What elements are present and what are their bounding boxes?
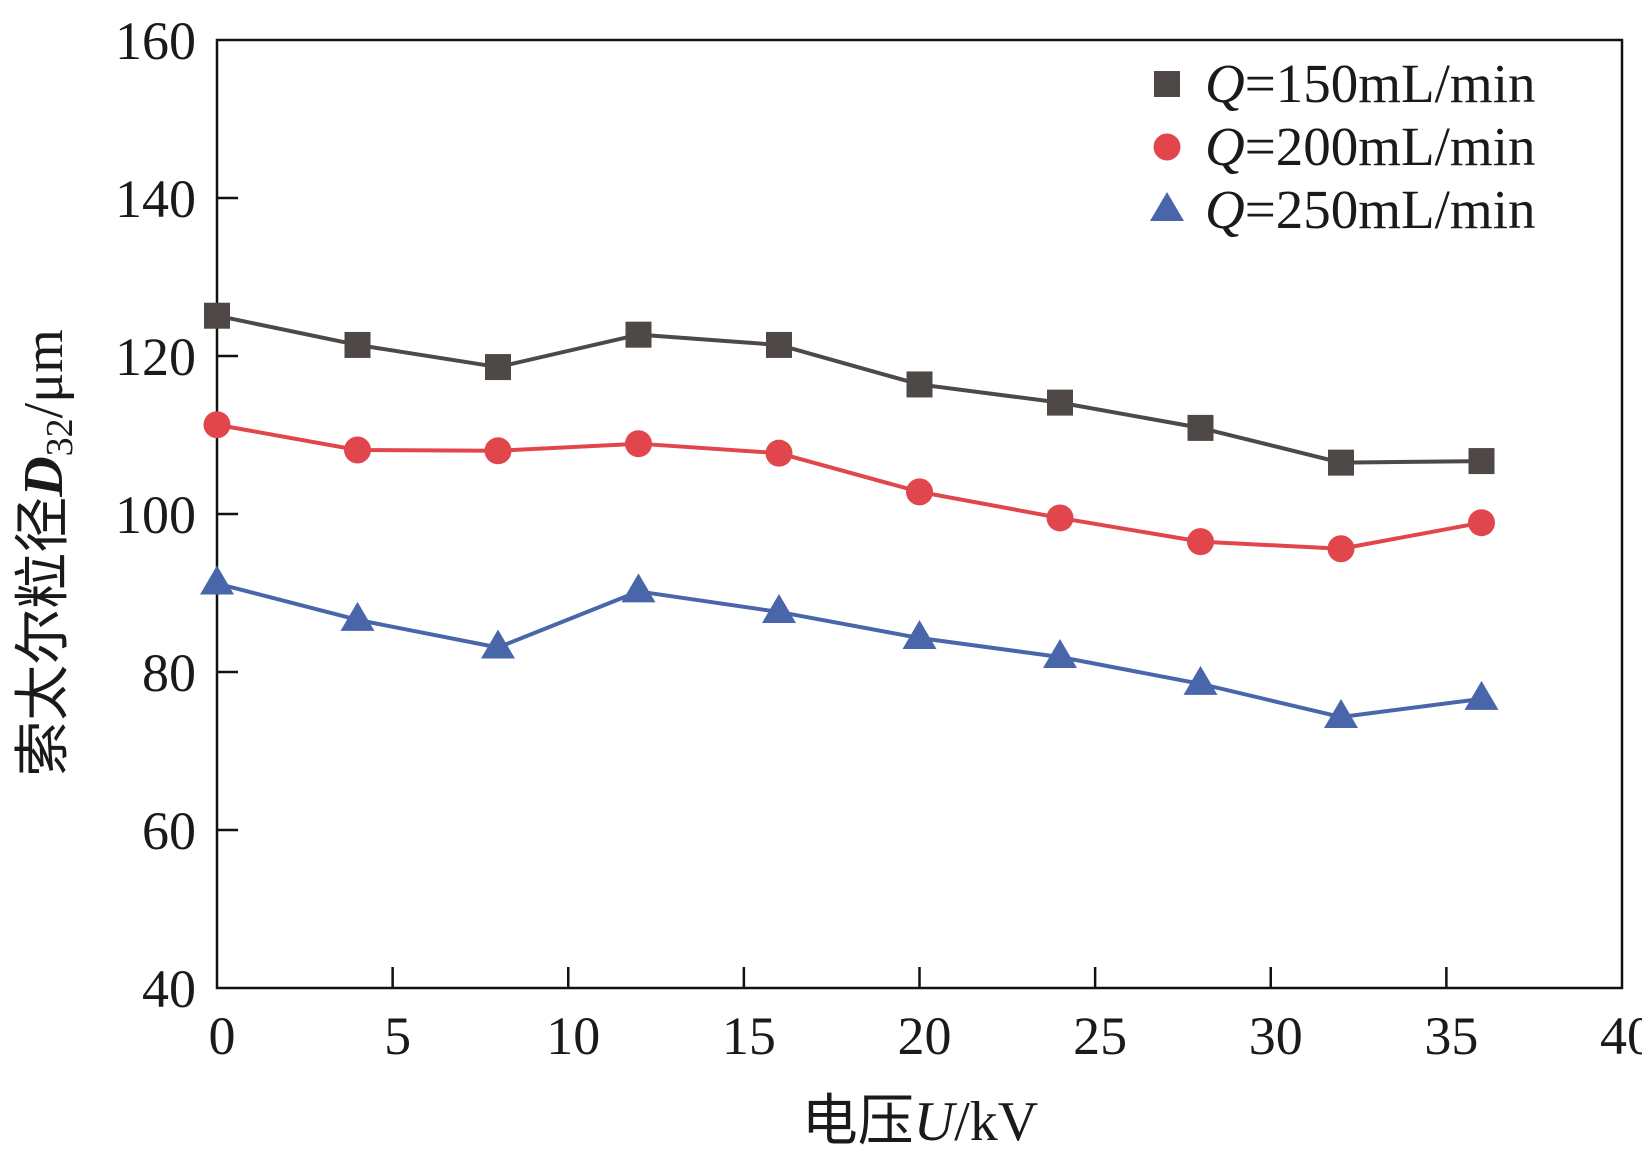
data-point-square xyxy=(625,321,652,348)
data-point-circle xyxy=(906,478,933,506)
y-axis-label-sub: 32 xyxy=(39,418,81,456)
y-axis-label: 索太尔粒径D32/μm xyxy=(13,329,81,777)
data-point-square xyxy=(1468,448,1495,475)
data-point-triangle xyxy=(1183,665,1218,695)
y-tick-label: 40 xyxy=(142,959,196,1019)
data-point-circle xyxy=(344,436,371,464)
series-circle xyxy=(203,411,1495,563)
legend-marker-circle xyxy=(1153,133,1181,161)
legend-item: Q=150mL/min xyxy=(1154,53,1535,114)
x-axis-label-var: U xyxy=(914,1091,958,1153)
y-tick-label: 60 xyxy=(142,801,196,861)
x-axis-label-unit: /kV xyxy=(954,1091,1038,1153)
legend-label-var: Q xyxy=(1205,53,1245,114)
legend-label: Q=250mL/min xyxy=(1205,179,1535,240)
series-square xyxy=(204,302,1495,476)
data-point-square xyxy=(1328,449,1354,476)
series-line-circle xyxy=(216,422,1482,551)
data-point-square xyxy=(766,331,792,358)
legend-label: Q=200mL/min xyxy=(1205,116,1535,177)
data-point-circle xyxy=(484,437,512,465)
y-tick-label: 140 xyxy=(115,169,196,229)
legend-item: Q=200mL/min xyxy=(1153,116,1535,177)
series-line-triangle xyxy=(216,581,1482,720)
data-point-square xyxy=(485,354,511,381)
data-point-square xyxy=(1187,414,1214,441)
data-point-triangle xyxy=(902,620,937,650)
data-point-square xyxy=(1047,389,1073,416)
x-tick-label: 0 xyxy=(209,1006,236,1066)
y-axis-label-var: D xyxy=(13,456,75,497)
data-point-square xyxy=(906,371,933,398)
y-tick-label: 100 xyxy=(115,485,196,545)
data-point-circle xyxy=(1046,504,1074,532)
data-point-square xyxy=(344,331,371,358)
x-tick-label: 10 xyxy=(546,1006,600,1066)
data-point-circle xyxy=(1187,528,1214,556)
y-axis-label-unit: /μm xyxy=(13,329,75,418)
y-tick-label: 120 xyxy=(115,327,196,387)
data-point-square xyxy=(204,302,230,329)
x-tick-label: 20 xyxy=(898,1006,952,1066)
legend-label: Q=150mL/min xyxy=(1205,53,1535,114)
legend-label-rest: =150mL/min xyxy=(1245,53,1536,114)
data-point-triangle xyxy=(1324,699,1358,729)
series-line-square xyxy=(216,313,1482,465)
data-point-circle xyxy=(1327,535,1355,563)
y-axis-label-text: 索太尔粒径 xyxy=(13,497,75,777)
data-point-circle xyxy=(1468,509,1495,537)
data-point-triangle xyxy=(1043,638,1077,668)
legend-label-var: Q xyxy=(1205,116,1245,177)
x-axis-label-text: 电压 xyxy=(802,1091,914,1153)
legend-label-var: Q xyxy=(1205,179,1245,240)
legend-marker-triangle xyxy=(1150,192,1184,221)
y-tick-label: 160 xyxy=(115,11,196,71)
x-tick-label: 25 xyxy=(1073,1006,1127,1066)
x-axis-label: 电压U/kV xyxy=(802,1091,1038,1153)
x-tick-label: 40 xyxy=(1600,1006,1642,1066)
y-axis-ticks: 40 60 80 100 120 140 160 xyxy=(115,11,238,1019)
y-tick-label: 80 xyxy=(142,643,196,703)
x-tick-label: 35 xyxy=(1424,1006,1478,1066)
x-axis-ticks: 0 5 10 15 20 25 30 35 40 xyxy=(209,967,1642,1066)
x-tick-label: 5 xyxy=(384,1006,411,1066)
x-tick-label: 15 xyxy=(722,1006,776,1066)
legend-marker-square xyxy=(1154,71,1180,97)
data-point-triangle xyxy=(621,573,656,603)
legend-label-rest: =250mL/min xyxy=(1245,179,1536,240)
data-point-circle xyxy=(625,430,652,458)
legend-label-rest: =200mL/min xyxy=(1245,116,1536,177)
data-point-triangle xyxy=(762,593,796,623)
data-point-triangle xyxy=(200,565,234,595)
data-point-circle xyxy=(765,439,793,467)
data-point-triangle xyxy=(340,601,375,631)
series-triangle xyxy=(200,565,1499,729)
series-layer xyxy=(200,302,1499,729)
data-point-triangle xyxy=(1464,680,1499,710)
data-point-circle xyxy=(203,411,231,439)
data-point-triangle xyxy=(481,629,515,659)
x-tick-label: 30 xyxy=(1249,1006,1303,1066)
legend-item: Q=250mL/min xyxy=(1150,179,1535,240)
